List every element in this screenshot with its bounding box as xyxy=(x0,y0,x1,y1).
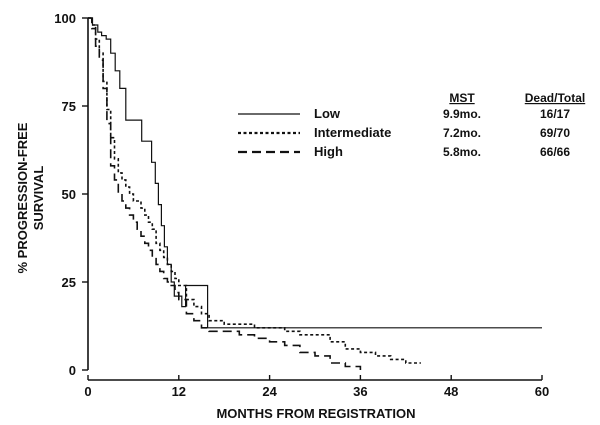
series-intermediate-line xyxy=(88,17,421,364)
x-tick-label: 36 xyxy=(353,384,367,399)
dead-total-value: 66/66 xyxy=(540,145,570,159)
dead-total-value: 69/70 xyxy=(540,126,570,140)
legend-rows: Low 9.9mo. 16/17 Intermediate 7.2mo. 69/70 Hig… xyxy=(238,106,570,159)
mst-header: MST xyxy=(449,91,475,105)
y-axis-title: % PROGRESSION-FREE SURVIVAL xyxy=(15,122,46,273)
mst-value: 7.2mo. xyxy=(443,126,481,140)
x-tick-label: 60 xyxy=(535,384,549,399)
series-layer xyxy=(88,17,542,370)
x-tick-label: 12 xyxy=(172,384,186,399)
y-tick-label: 75 xyxy=(62,99,76,114)
y-tick-label: 50 xyxy=(62,187,76,202)
mst-value: 5.8mo. xyxy=(443,145,481,159)
mst-value: 9.9mo. xyxy=(443,107,481,121)
y-axis-title-line1: % PROGRESSION-FREE xyxy=(15,122,30,273)
x-tick-label: 0 xyxy=(84,384,91,399)
legend-label: High xyxy=(314,144,343,159)
x-axis-title: MONTHS FROM REGISTRATION xyxy=(216,406,415,421)
y-tick-label: 0 xyxy=(69,363,76,378)
legend-row-low: Low 9.9mo. 16/17 xyxy=(238,106,570,121)
y-tick-label: 100 xyxy=(54,11,76,26)
axes xyxy=(87,18,542,381)
legend-row-intermediate: Intermediate 7.2mo. 69/70 xyxy=(238,125,570,140)
series-high-line xyxy=(88,17,362,370)
y-axis-title-line2: SURVIVAL xyxy=(31,166,46,231)
x-tick-label: 48 xyxy=(444,384,458,399)
legend: MST Dead/Total Low 9.9mo. 16/17 Intermediat… xyxy=(238,91,585,159)
dead-total-value: 16/17 xyxy=(540,107,570,121)
x-ticks: 0 12 24 36 48 60 xyxy=(84,375,549,399)
x-tick-label: 24 xyxy=(262,384,277,399)
legend-row-high: High 5.8mo. 66/66 xyxy=(238,144,570,159)
y-tick-label: 25 xyxy=(62,275,76,290)
dead-total-header: Dead/Total xyxy=(525,91,585,105)
series-low-line xyxy=(88,17,542,329)
legend-label: Low xyxy=(314,106,341,121)
legend-label: Intermediate xyxy=(314,125,391,140)
y-ticks: 0 25 50 75 100 xyxy=(54,11,88,378)
